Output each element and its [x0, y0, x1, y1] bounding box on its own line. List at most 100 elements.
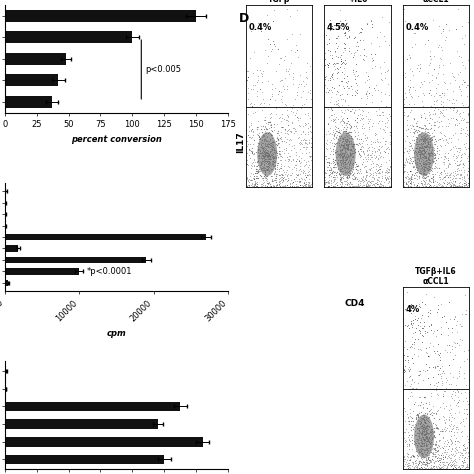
Point [451, 167, 459, 174]
Point [462, 132, 470, 139]
Point [455, 437, 462, 445]
Point [347, 146, 355, 154]
Point [438, 89, 446, 97]
Point [264, 150, 272, 157]
Point [322, 88, 329, 96]
Point [419, 449, 426, 457]
Point [437, 451, 444, 459]
Point [304, 169, 311, 176]
Point [420, 134, 428, 141]
Point [295, 114, 302, 122]
Point [420, 439, 428, 447]
Point [419, 173, 427, 180]
Point [262, 165, 270, 173]
Point [449, 183, 457, 191]
Point [376, 149, 383, 157]
Point [337, 160, 345, 168]
Point [404, 183, 411, 191]
Point [408, 354, 416, 362]
Point [273, 183, 281, 191]
Point [424, 149, 431, 157]
Point [342, 155, 350, 163]
Point [462, 83, 470, 91]
Point [305, 119, 312, 127]
Point [404, 155, 412, 163]
Point [349, 143, 356, 150]
Point [325, 62, 332, 69]
Point [415, 435, 422, 442]
Point [377, 70, 385, 77]
Point [456, 174, 464, 182]
Point [419, 158, 427, 165]
Point [414, 164, 421, 172]
Point [254, 167, 262, 175]
Point [297, 80, 305, 88]
Point [386, 162, 394, 169]
Point [430, 381, 438, 389]
Point [423, 117, 430, 124]
Point [295, 152, 302, 160]
Point [358, 123, 365, 130]
Point [255, 158, 263, 165]
Point [371, 50, 379, 58]
Point [447, 170, 455, 177]
Point [437, 54, 444, 62]
Point [458, 461, 466, 469]
Point [269, 160, 277, 168]
Point [439, 399, 447, 407]
Point [384, 117, 392, 124]
Point [245, 182, 253, 189]
Point [465, 181, 473, 188]
Point [464, 405, 471, 412]
Point [349, 150, 356, 158]
Point [301, 162, 309, 169]
Point [405, 89, 413, 96]
Point [424, 143, 431, 151]
Point [421, 143, 428, 151]
Point [437, 370, 444, 378]
Point [333, 158, 340, 166]
Point [426, 158, 433, 165]
Point [350, 159, 357, 166]
Point [421, 139, 428, 146]
Point [302, 69, 310, 76]
Point [400, 164, 408, 171]
Point [421, 182, 428, 190]
Point [342, 129, 350, 137]
Point [449, 180, 456, 187]
Point [255, 168, 262, 175]
Point [458, 389, 465, 397]
Point [250, 182, 258, 190]
Point [301, 175, 308, 183]
Point [271, 120, 278, 128]
Point [432, 380, 439, 387]
Point [428, 435, 436, 442]
Point [292, 182, 300, 190]
Point [442, 171, 450, 179]
Point [462, 143, 469, 150]
Point [343, 79, 351, 87]
Point [259, 144, 267, 152]
Point [457, 117, 465, 124]
Point [464, 460, 471, 468]
Point [416, 367, 424, 375]
Point [418, 449, 425, 456]
Point [400, 135, 407, 143]
Point [248, 149, 256, 156]
Point [264, 163, 271, 171]
Point [299, 137, 307, 144]
Point [249, 149, 256, 157]
Text: IL17: IL17 [236, 131, 245, 153]
Point [346, 172, 353, 180]
Point [443, 462, 451, 470]
Point [374, 154, 382, 162]
Point [344, 141, 351, 149]
Point [346, 84, 353, 92]
Point [430, 462, 438, 470]
Point [452, 464, 459, 472]
Point [426, 442, 433, 450]
Point [447, 134, 455, 141]
Point [343, 156, 350, 164]
Point [292, 109, 300, 117]
Point [422, 177, 430, 184]
